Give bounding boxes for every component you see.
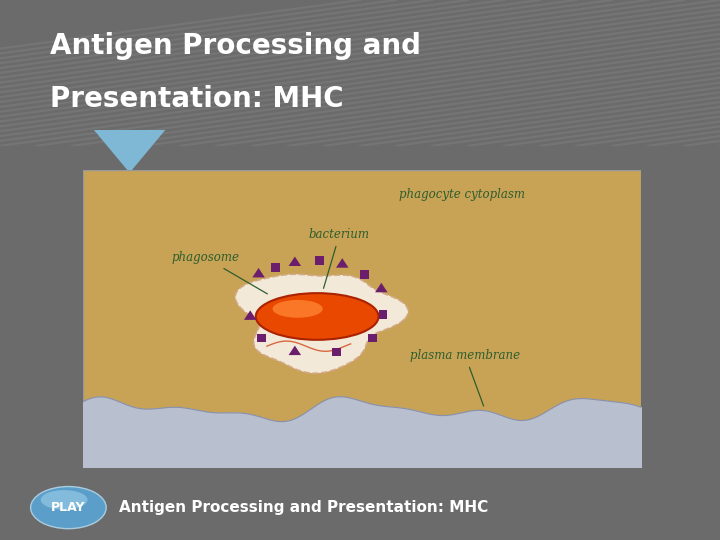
- Bar: [360, 270, 369, 279]
- Text: phagosome: phagosome: [171, 251, 267, 294]
- Polygon shape: [244, 310, 256, 320]
- Text: phagocyte cytoplasm: phagocyte cytoplasm: [399, 188, 526, 201]
- Bar: [257, 334, 266, 342]
- Text: Presentation: MHC: Presentation: MHC: [50, 85, 344, 112]
- Bar: [315, 256, 325, 265]
- Polygon shape: [252, 268, 265, 278]
- Polygon shape: [289, 346, 301, 355]
- Polygon shape: [375, 283, 387, 292]
- Polygon shape: [94, 130, 166, 173]
- Bar: [369, 334, 377, 342]
- Text: PLAY: PLAY: [51, 501, 86, 514]
- Ellipse shape: [31, 487, 107, 529]
- Ellipse shape: [272, 300, 323, 318]
- Text: bacterium: bacterium: [309, 228, 370, 288]
- Text: Antigen Processing and Presentation: MHC: Antigen Processing and Presentation: MHC: [119, 500, 488, 515]
- Bar: [379, 310, 387, 319]
- Polygon shape: [289, 256, 301, 266]
- Text: Antigen Processing and: Antigen Processing and: [50, 32, 421, 60]
- Polygon shape: [336, 258, 348, 268]
- Ellipse shape: [40, 490, 88, 510]
- Bar: [332, 348, 341, 356]
- Bar: [271, 263, 280, 272]
- Text: plasma membrane: plasma membrane: [410, 349, 520, 406]
- Ellipse shape: [256, 293, 379, 340]
- Polygon shape: [235, 274, 408, 373]
